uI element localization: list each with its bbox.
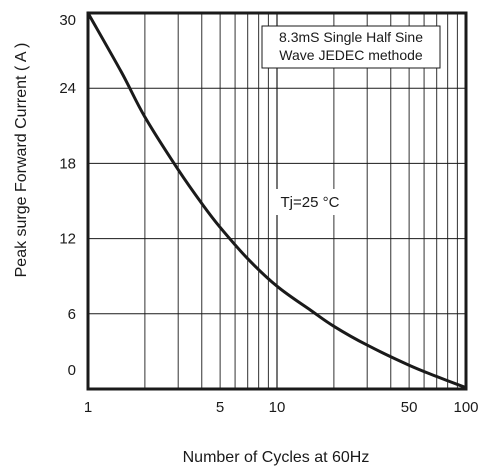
tick-labels: 0 6 12 18 24 30 1 5 10 50 100 (59, 12, 478, 416)
y-tick-label: 30 (59, 12, 76, 29)
temperature-label: Tj=25 °C (281, 194, 340, 211)
y-tick-label: 18 (59, 155, 76, 172)
annotation-line-1: 8.3mS Single Half Sine (279, 29, 423, 45)
y-tick-label: 12 (59, 231, 76, 248)
temperature-box (270, 189, 352, 215)
x-tick-label: 10 (269, 399, 286, 416)
curve-layer (86, 11, 468, 390)
annotation-line-2: Wave JEDEC methode (279, 47, 423, 63)
y-axis-title: Peak surge Forward Current ( A ) (13, 43, 30, 278)
plot-frame (86, 11, 468, 391)
x-tick-label: 100 (453, 399, 478, 416)
x-tick-label: 5 (216, 399, 224, 416)
annotation-box (261, 25, 441, 69)
y-tick-label: 24 (59, 80, 76, 97)
x-tick-label: 1 (84, 399, 92, 416)
x-tick-label: 50 (401, 399, 418, 416)
surge-current-curve (86, 11, 468, 390)
y-tick-label: 6 (68, 306, 76, 323)
y-tick-label: 0 (68, 362, 76, 379)
x-axis-title: Number of Cycles at 60Hz (183, 449, 370, 466)
